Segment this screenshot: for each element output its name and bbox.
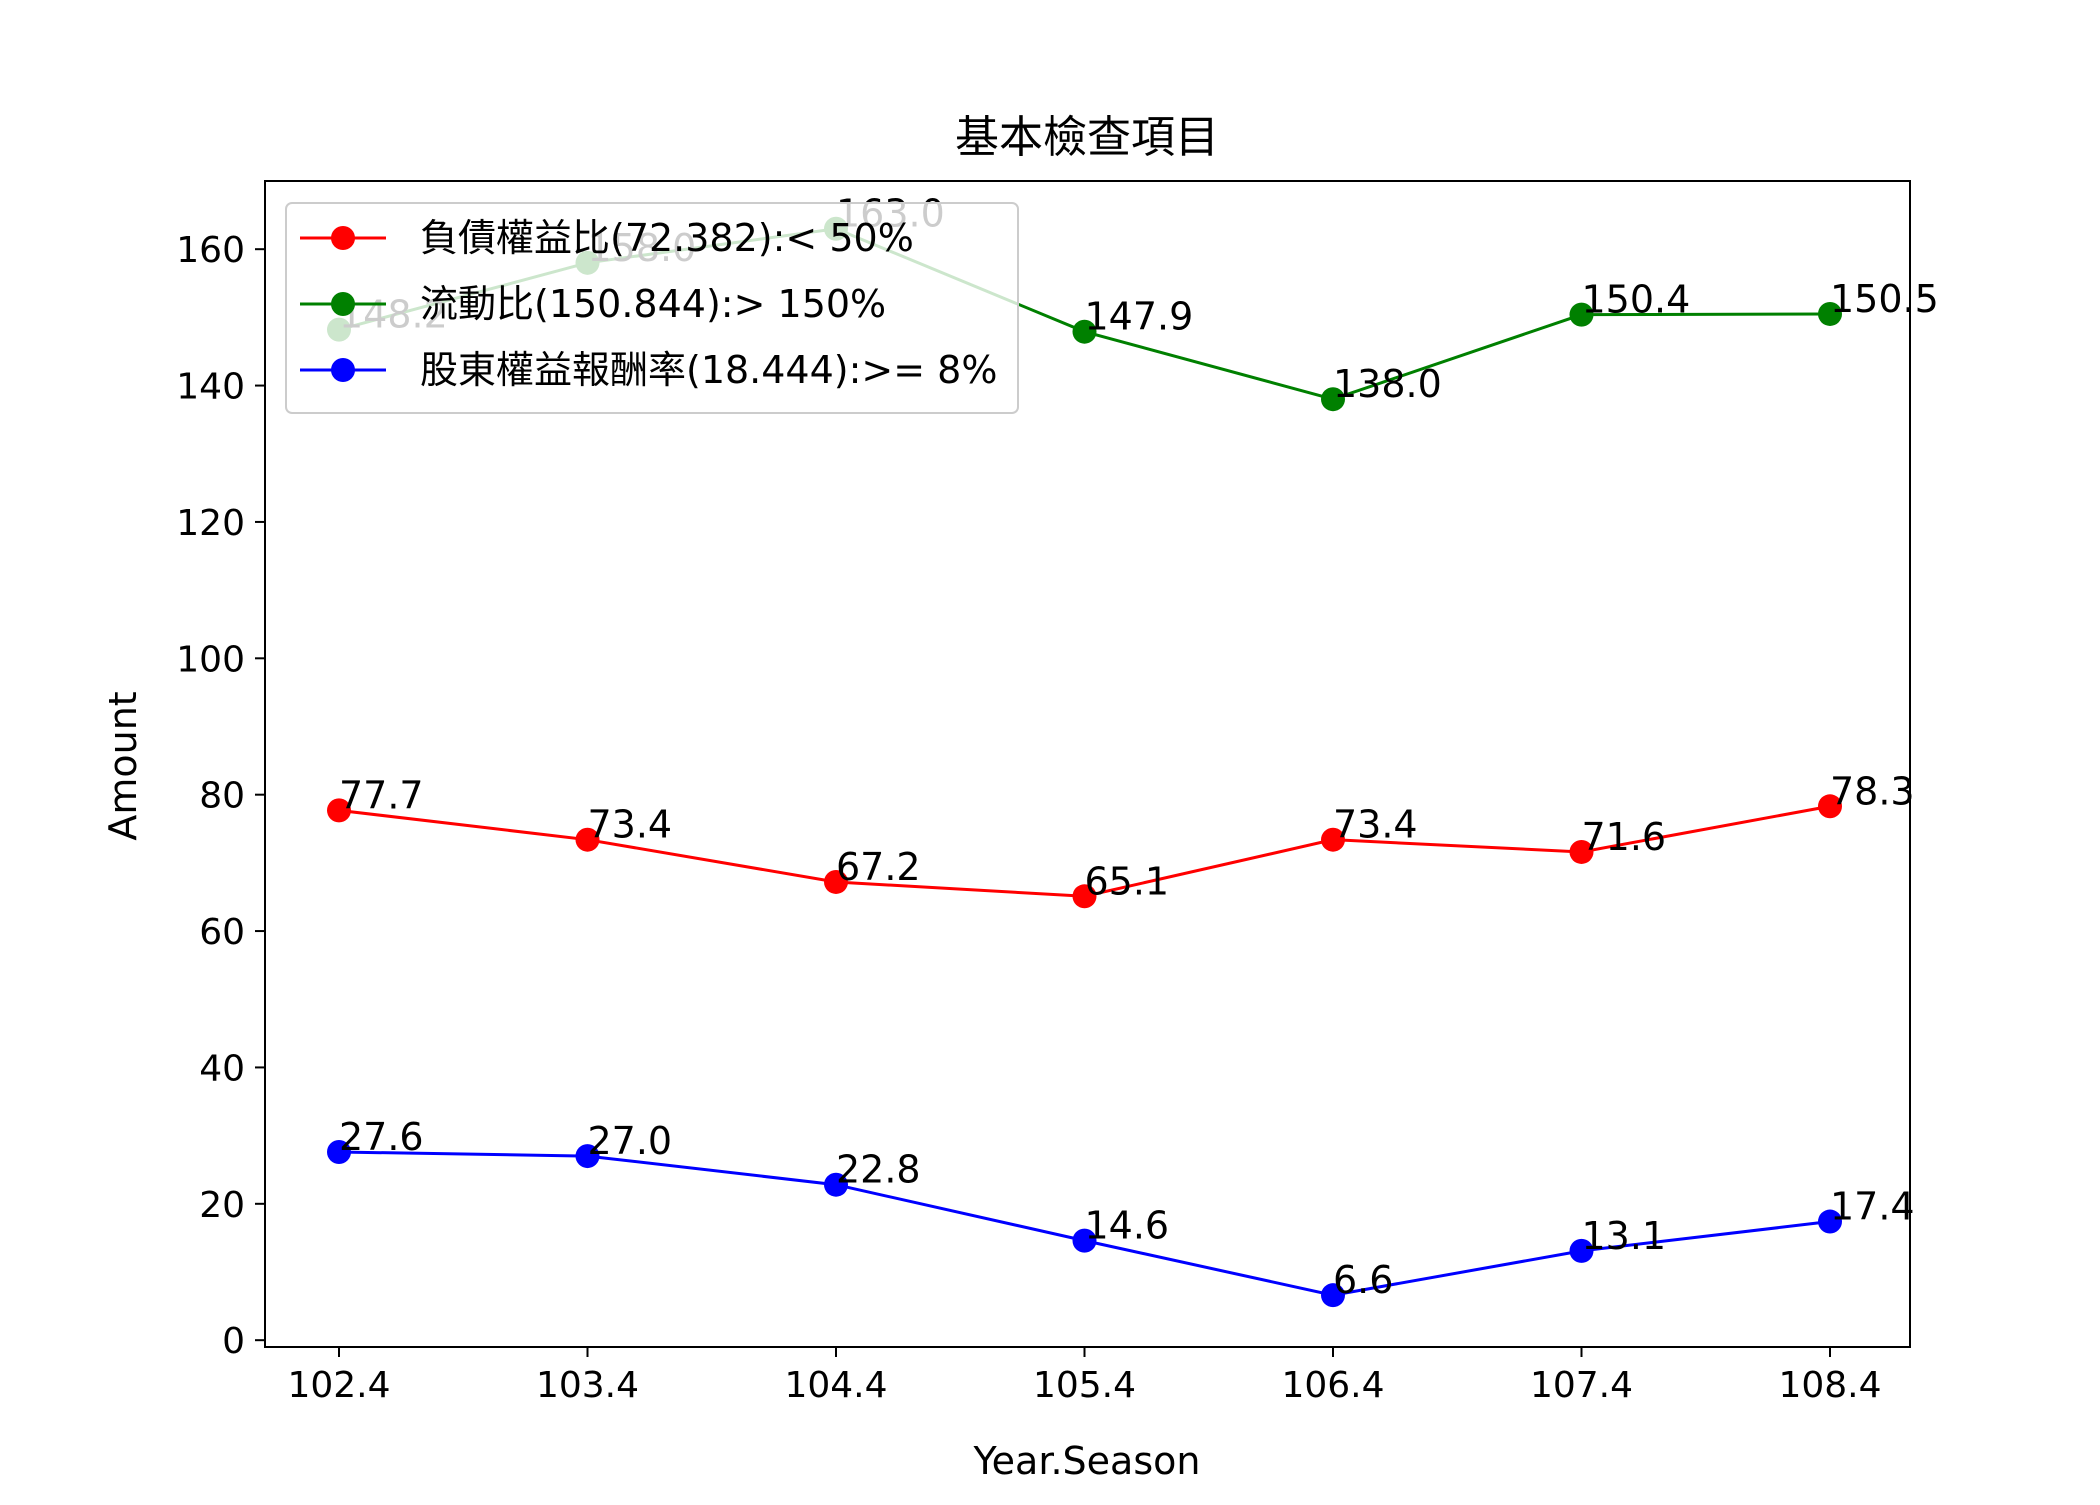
legend-marker	[331, 292, 355, 316]
data-label: 71.6	[1582, 815, 1667, 859]
legend-label: 股東權益報酬率(18.444):>= 8%	[420, 348, 997, 392]
data-point	[1321, 827, 1345, 852]
data-point	[1569, 1238, 1594, 1263]
data-label: 78.3	[1830, 769, 1915, 813]
data-label: 150.5	[1830, 277, 1939, 321]
x-axis-label: Year.Season	[973, 1439, 1201, 1483]
data-label: 73.4	[588, 803, 673, 847]
data-label: 73.4	[1333, 803, 1418, 847]
data-point	[1072, 319, 1097, 344]
data-label: 150.4	[1582, 278, 1691, 322]
data-label: 27.6	[339, 1115, 424, 1159]
legend-marker	[331, 358, 355, 382]
legend-marker	[331, 226, 355, 250]
x-tick-label: 106.4	[1281, 1365, 1384, 1406]
data-point	[575, 1144, 600, 1169]
data-point	[1321, 387, 1345, 412]
legend-label: 流動比(150.844):> 150%	[420, 282, 886, 326]
data-point	[1569, 839, 1594, 864]
data-point	[1818, 1209, 1842, 1234]
legend: 負債權益比(72.382):< 50% 流動比(150.844):> 150% 股東…	[285, 202, 1019, 414]
y-tick-label: 40	[199, 1048, 245, 1089]
x-tick-label: 108.4	[1778, 1365, 1881, 1406]
y-tick-label: 100	[176, 639, 245, 680]
legend-box	[285, 202, 1019, 414]
data-point	[1818, 301, 1842, 326]
data-label: 67.2	[836, 845, 921, 889]
data-label: 6.6	[1333, 1258, 1393, 1302]
data-point	[575, 827, 600, 852]
x-tick-label: 107.4	[1530, 1365, 1633, 1406]
y-axis-label: Amount	[101, 691, 145, 840]
axis-layer: 102.4 103.4 104.4 105.4 106.4 107.4 108.4 0 20 40…	[176, 230, 1881, 1406]
y-tick-label: 140	[176, 367, 245, 408]
data-point	[824, 869, 848, 894]
data-point	[327, 1139, 351, 1164]
plot-frame	[264, 180, 1911, 1348]
data-point	[1072, 884, 1097, 909]
data-label: 14.6	[1085, 1204, 1170, 1248]
y-tick-label: 160	[176, 230, 245, 271]
y-tick-label: 80	[199, 776, 245, 817]
x-tick-label: 105.4	[1033, 1365, 1136, 1406]
chart-title: 基本檢查項目	[955, 112, 1219, 163]
data-point	[1569, 302, 1594, 327]
data-label: 138.0	[1333, 362, 1442, 406]
y-tick-label: 120	[176, 503, 245, 544]
data-label: 65.1	[1085, 859, 1170, 903]
data-label: 147.9	[1085, 295, 1194, 339]
data-point	[1818, 794, 1842, 819]
x-tick-label: 103.4	[536, 1365, 639, 1406]
data-point	[1072, 1228, 1097, 1253]
legend-label: 負債權益比(72.382):< 50%	[420, 216, 914, 260]
data-label: 13.1	[1582, 1214, 1667, 1258]
data-label: 77.7	[339, 773, 424, 817]
data-label: 22.8	[836, 1148, 921, 1192]
y-tick-label: 60	[199, 912, 245, 953]
y-tick-label: 20	[199, 1185, 245, 1226]
data-label: 27.0	[588, 1119, 673, 1163]
data-point	[1321, 1283, 1345, 1308]
data-point	[327, 798, 351, 823]
data-label: 17.4	[1830, 1185, 1915, 1229]
x-tick-label: 102.4	[287, 1365, 390, 1406]
x-tick-label: 104.4	[784, 1365, 887, 1406]
data-point	[824, 1172, 848, 1197]
y-tick-label: 0	[222, 1321, 245, 1362]
